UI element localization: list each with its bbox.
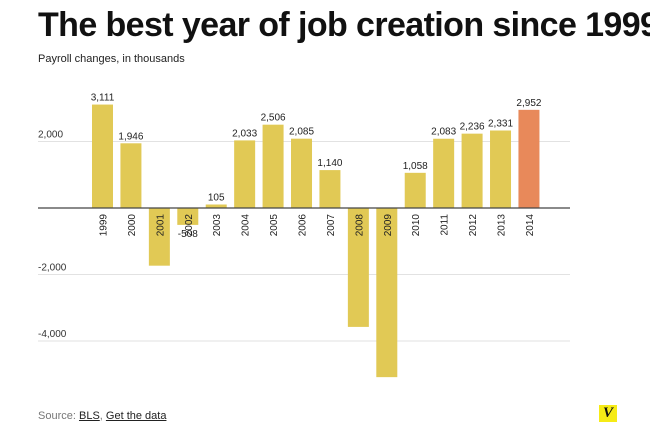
x-tick-label: 2001 bbox=[155, 214, 166, 237]
bar-2014 bbox=[518, 109, 540, 208]
x-tick-label: 2003 bbox=[212, 214, 223, 237]
x-tick-label: 2011 bbox=[440, 214, 451, 236]
bar-2007 bbox=[319, 170, 341, 208]
vox-logo-icon: V bbox=[599, 405, 617, 422]
data-label: 105 bbox=[208, 193, 225, 204]
bar-2013 bbox=[490, 130, 512, 208]
data-label: 2,236 bbox=[460, 122, 485, 133]
x-tick-label: 2006 bbox=[298, 214, 309, 237]
bar-2011 bbox=[433, 138, 455, 208]
bar-1999 bbox=[92, 104, 113, 208]
chart-subtitle: Payroll changes, in thousands bbox=[38, 53, 185, 65]
x-tick-label: 2002 bbox=[184, 214, 195, 237]
data-label: -508 bbox=[178, 229, 198, 240]
data-label: 2,083 bbox=[431, 127, 456, 138]
bar-2003 bbox=[205, 204, 227, 208]
x-tick-label: 2014 bbox=[525, 214, 536, 237]
bar-2010 bbox=[404, 172, 426, 208]
y-tick-label: -4,000 bbox=[38, 329, 67, 340]
x-tick-label: 2013 bbox=[497, 214, 508, 237]
data-label: 2,506 bbox=[261, 113, 286, 124]
source-label: Source: bbox=[38, 410, 76, 422]
bar-2009 bbox=[376, 208, 398, 378]
x-tick-label: 1999 bbox=[99, 214, 110, 237]
data-label: 1,140 bbox=[317, 158, 342, 169]
data-label: 1,946 bbox=[118, 131, 143, 142]
bar-2005 bbox=[262, 124, 284, 208]
x-tick-label: 2000 bbox=[127, 214, 138, 237]
x-tick-label: 2010 bbox=[411, 214, 422, 237]
x-tick-label: 2004 bbox=[241, 214, 252, 237]
data-label: 2,331 bbox=[488, 118, 513, 129]
bar-2008 bbox=[347, 208, 369, 327]
data-label: 3,111 bbox=[91, 93, 115, 104]
chart-title: The best year of job creation since 1999 bbox=[38, 6, 650, 44]
x-tick-label: 2005 bbox=[269, 214, 280, 237]
bar-chart: 2,000 -2,000 -4,000 3,111 1,946 -508 105 2,033 2… bbox=[38, 93, 570, 378]
x-tick-label: 2009 bbox=[383, 214, 394, 237]
data-label: 2,033 bbox=[232, 128, 257, 139]
get-data-link[interactable]: Get the data bbox=[105, 410, 167, 422]
bar-2001 bbox=[148, 208, 170, 266]
x-tick-label: 2008 bbox=[354, 214, 365, 237]
x-tick-label: 2007 bbox=[326, 214, 337, 237]
y-tick-label: -2,000 bbox=[38, 263, 67, 274]
bar-2004 bbox=[234, 140, 256, 208]
data-label: 2,952 bbox=[516, 98, 541, 109]
y-tick-label: 2,000 bbox=[38, 130, 63, 141]
source-line: Source: BLS, Get the data bbox=[38, 410, 167, 422]
x-tick-label: 2012 bbox=[468, 214, 479, 237]
data-label: 2,085 bbox=[289, 127, 314, 138]
bar-2000 bbox=[120, 143, 142, 208]
data-label: 1,058 bbox=[403, 161, 428, 172]
bar-2012 bbox=[461, 133, 483, 208]
bar-2002 bbox=[177, 208, 199, 225]
bar-2006 bbox=[291, 138, 313, 208]
bls-link[interactable]: BLS bbox=[78, 410, 100, 422]
